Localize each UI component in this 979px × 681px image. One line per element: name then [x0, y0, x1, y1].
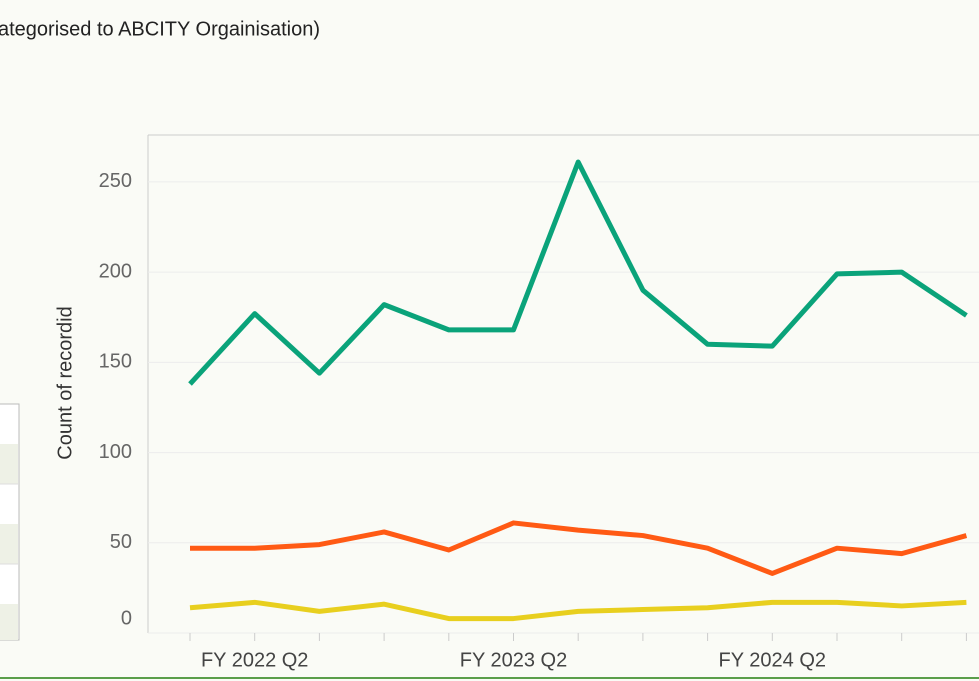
y-tick-label: 50: [110, 531, 132, 553]
page-title: ategorised to ABCITY Orgainisation): [0, 18, 320, 40]
y-tick-label: 0: [121, 607, 132, 629]
y-tick-label: 250: [99, 170, 132, 192]
y-tick-label: 200: [99, 260, 132, 282]
table-row: [0, 444, 18, 484]
y-axis-label: Count of recordid: [54, 306, 76, 459]
series-line: [190, 520, 968, 576]
x-tick-label: FY 2024 Q2: [719, 649, 826, 671]
y-tick-label: 150: [99, 351, 132, 373]
left-table-fragment: [0, 403, 20, 641]
series-line: [188, 159, 968, 386]
table-row: [0, 604, 18, 640]
x-tick-label: FY 2022 Q2: [201, 649, 308, 671]
y-tick-label: 100: [99, 441, 132, 463]
x-tick-label: FY 2023 Q2: [460, 649, 567, 671]
series-line: [189, 599, 967, 622]
table-row: [0, 524, 18, 564]
